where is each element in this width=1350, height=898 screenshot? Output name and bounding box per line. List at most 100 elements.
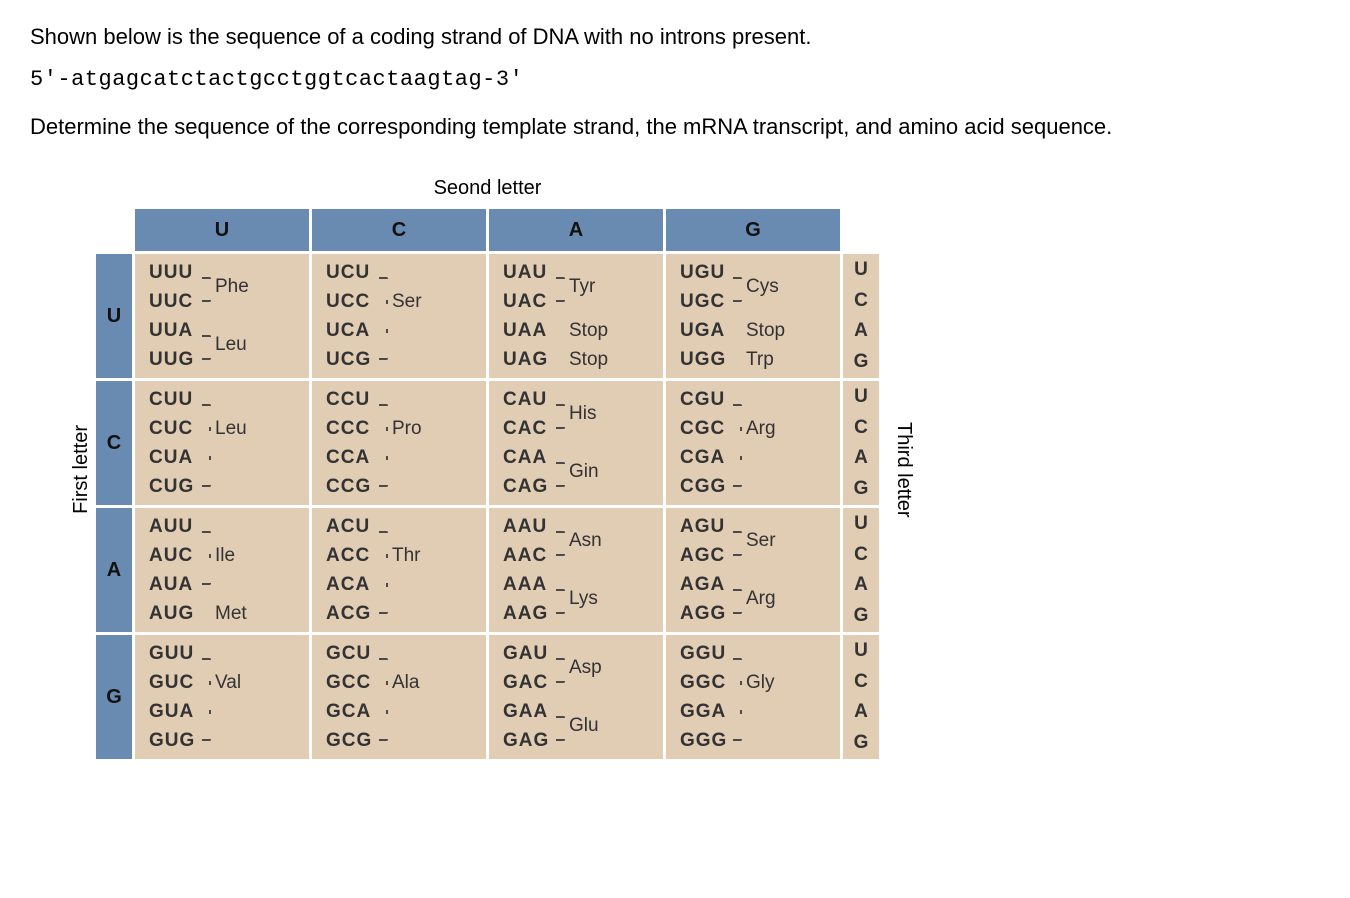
codon-text: AGC <box>680 545 732 567</box>
aa-label: Gly <box>746 672 775 694</box>
codon-text: GUU <box>149 643 201 665</box>
page: Shown below is the sequence of a coding … <box>0 0 1350 898</box>
codon-text: AUC <box>149 545 201 567</box>
codon-cell-ua: UAU Tyr UAC UAA Stop <box>488 253 665 380</box>
row-head-u: U <box>95 253 134 380</box>
codon-text: CGU <box>680 389 732 411</box>
aa-label: Gin <box>569 461 599 483</box>
codon-text: CUC <box>149 418 201 440</box>
codon-row: GCC Ala <box>326 668 476 697</box>
third-letter-cell: C <box>842 412 881 443</box>
codon-row: UAU Tyr <box>503 258 653 287</box>
codon-row: UCA <box>326 316 476 345</box>
codon-row: GGC Gly <box>680 668 830 697</box>
codon-text: GCU <box>326 643 378 665</box>
codon-text: GUC <box>149 672 201 694</box>
codon-row: AUU <box>149 512 299 541</box>
codon-table-wrap: First letter Seond letter U C A G U UUU <box>64 177 915 762</box>
codon-cell-ac: ACU ACC Thr ACA <box>311 507 488 634</box>
codon-cell-cc: CCU CCC Pro CCA <box>311 380 488 507</box>
third-letter-cell: G <box>842 728 881 761</box>
codon-row: UCG <box>326 345 476 374</box>
codon-text: CGG <box>680 476 732 498</box>
codon-text: CCU <box>326 389 378 411</box>
third-letter-cell: U <box>842 253 881 286</box>
codon-cell-gc: GCU GCC Ala GCA <box>311 634 488 761</box>
codon-text: UAG <box>503 349 555 371</box>
codon-row: AAU Asn <box>503 512 653 541</box>
row-head-c: C <box>95 380 134 507</box>
question-line-1: Shown below is the sequence of a coding … <box>30 20 1320 53</box>
corner-blank-tl <box>95 208 134 253</box>
codon-text: UAU <box>503 262 555 284</box>
codon-row: GUA <box>149 697 299 726</box>
third-letter-cell: U <box>842 380 881 413</box>
col-head-g: G <box>665 208 842 253</box>
codon-table: U C A G U UUU Phe UUC <box>93 206 882 762</box>
codon-row: UUA Leu <box>149 316 299 345</box>
codon-text: AGU <box>680 516 732 538</box>
aa-label: Lys <box>569 588 598 610</box>
third-letter-cell: C <box>842 285 881 316</box>
aa-label: Ser <box>392 291 422 313</box>
codon-text: UGG <box>680 349 732 371</box>
codon-row: AUG Met <box>149 599 299 628</box>
codon-text: CCA <box>326 447 378 469</box>
third-letter-cell: C <box>842 666 881 697</box>
dna-sequence: 5'-atgagcatctactgcctggtcactaagtag-3' <box>30 67 1320 92</box>
codon-text: CUU <box>149 389 201 411</box>
col-head-a: A <box>488 208 665 253</box>
codon-text: UCG <box>326 349 378 371</box>
codon-cell-aa: AAU Asn AAC AAA Lys <box>488 507 665 634</box>
codon-row: GCA <box>326 697 476 726</box>
aa-label: Thr <box>392 545 421 567</box>
third-letter-cell: G <box>842 474 881 507</box>
codon-row: AGA Arg <box>680 570 830 599</box>
codon-row: AUA <box>149 570 299 599</box>
codon-text: AAG <box>503 603 555 625</box>
codon-text: UAC <box>503 291 555 313</box>
codon-text: GAC <box>503 672 555 694</box>
codon-text: GGG <box>680 730 732 752</box>
third-letter-cell: A <box>842 443 881 474</box>
codon-text: AAU <box>503 516 555 538</box>
aa-label: Stop <box>569 349 608 371</box>
codon-text: UCA <box>326 320 378 342</box>
codon-text: ACC <box>326 545 378 567</box>
codon-text: GAA <box>503 701 555 723</box>
codon-row: GUU <box>149 639 299 668</box>
aa-label: Arg <box>746 418 776 440</box>
codon-text: CGC <box>680 418 732 440</box>
codon-row: GGA <box>680 697 830 726</box>
codon-row: CGU <box>680 385 830 414</box>
codon-text: AUU <box>149 516 201 538</box>
codon-text: AUG <box>149 603 201 625</box>
codon-row: AGU Ser <box>680 512 830 541</box>
codon-row: AAA Lys <box>503 570 653 599</box>
codon-cell-au: AUU AUC Ile AUA <box>134 507 311 634</box>
aa-label: Ala <box>392 672 419 694</box>
codon-row: UGU Cys <box>680 258 830 287</box>
codon-row: ACC Thr <box>326 541 476 570</box>
codon-text: GAG <box>503 730 555 752</box>
first-letter-label: First letter <box>64 425 93 514</box>
codon-row: CGG <box>680 472 830 501</box>
codon-text: UCC <box>326 291 378 313</box>
codon-cell-cu: CUU CUC Leu CUA <box>134 380 311 507</box>
codon-row: UUU Phe <box>149 258 299 287</box>
codon-text: CAU <box>503 389 555 411</box>
aa-label: Stop <box>569 320 608 342</box>
codon-row: CCC Pro <box>326 414 476 443</box>
codon-cell-ug: UGU Cys UGC UGA Stop <box>665 253 842 380</box>
codon-text: GGA <box>680 701 732 723</box>
codon-text: CAA <box>503 447 555 469</box>
third-letter-cell: U <box>842 634 881 667</box>
aa-label: Leu <box>215 334 247 356</box>
codon-cell-gg: GGU GGC Gly GGA <box>665 634 842 761</box>
question-line-2: Determine the sequence of the correspond… <box>30 110 1320 143</box>
codon-row: UAA Stop <box>503 316 653 345</box>
codon-cell-uc: UCU UCC Ser UCA <box>311 253 488 380</box>
aa-label: Val <box>215 672 241 694</box>
codon-row: ACA <box>326 570 476 599</box>
codon-text: AGA <box>680 574 732 596</box>
